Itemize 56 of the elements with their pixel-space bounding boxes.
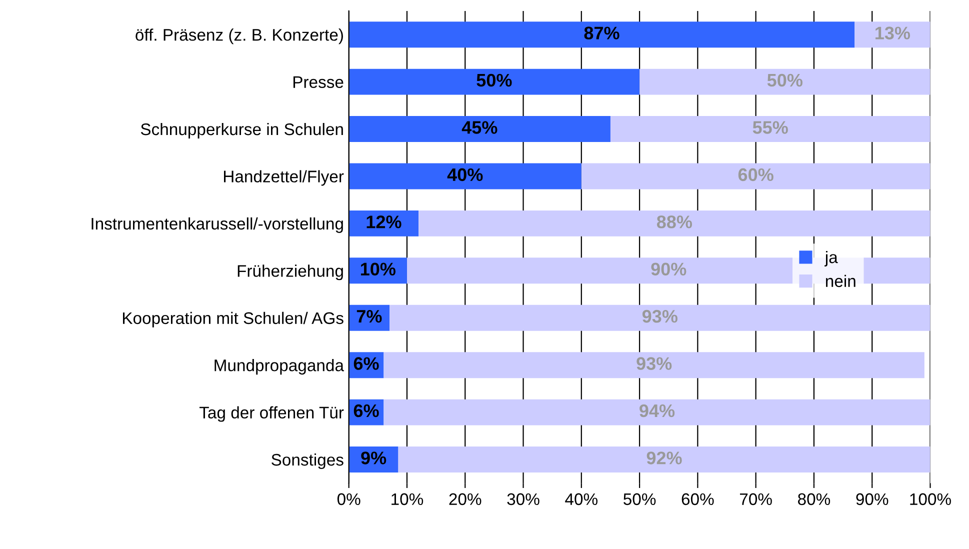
data-label: 45% <box>462 121 498 134</box>
y-tick-label: öff. Präsenz (z. B. Konzerte) <box>136 28 343 44</box>
bar <box>398 446 930 472</box>
x-tick-label: 60% <box>682 493 714 506</box>
legend-label: nein <box>826 274 856 288</box>
bar <box>418 210 930 236</box>
x-tick-label: 0% <box>337 493 360 506</box>
y-tick-label: Früherziehung <box>238 264 343 280</box>
bar <box>348 22 855 48</box>
x-tick-label: 100% <box>910 493 951 506</box>
data-label: 88% <box>656 216 692 228</box>
y-tick-label: Mundpropaganda <box>214 359 344 375</box>
bar <box>348 116 610 142</box>
data-label: 6% <box>354 404 379 418</box>
data-label: 40% <box>447 168 483 182</box>
x-tick-label: 40% <box>565 493 598 506</box>
data-label: 90% <box>651 262 686 276</box>
data-label: 13% <box>876 26 910 40</box>
x-tick-label: 10% <box>392 493 424 506</box>
y-tick-label: Kooperation mit Schulen/ AGs <box>123 312 344 328</box>
y-tick-label: Sonstiges <box>272 453 344 470</box>
data-label: 9% <box>361 452 386 464</box>
data-label: 93% <box>642 310 678 323</box>
bar <box>640 68 930 95</box>
data-label: 55% <box>752 121 788 134</box>
bar <box>384 352 924 378</box>
data-label: 12% <box>366 216 402 228</box>
bar <box>854 22 930 48</box>
data-label: 10% <box>360 262 396 276</box>
bar <box>581 163 930 190</box>
x-tick-label: 20% <box>449 493 482 506</box>
data-label: 7% <box>356 310 382 323</box>
y-tick-label: Instrumentenkarussell/-vorstellung <box>92 217 343 233</box>
x-tick-label: 50% <box>624 493 656 506</box>
data-label: 50% <box>767 74 802 87</box>
x-tick-label: 70% <box>740 493 772 506</box>
bar <box>348 68 640 95</box>
data-label: 93% <box>636 357 672 370</box>
bar <box>610 116 930 142</box>
x-tick-label: 30% <box>507 493 540 506</box>
y-tick-label: Handzettel/Flyer <box>224 170 344 186</box>
y-tick-label: Tag der offenen Tür <box>200 406 344 422</box>
y-tick-label: Schnupperkurse in Schulen <box>140 122 343 139</box>
bar <box>384 399 930 426</box>
data-label: 94% <box>640 404 675 418</box>
y-tick-label: Presse <box>293 76 344 88</box>
data-label: 60% <box>738 168 774 182</box>
data-label: 50% <box>476 74 512 87</box>
x-tick-label: 90% <box>856 493 888 506</box>
x-tick-label: 80% <box>798 493 830 506</box>
legend-label: ja <box>824 250 838 266</box>
data-label: 92% <box>646 452 682 464</box>
bar <box>348 163 582 190</box>
data-label: 6% <box>354 357 379 370</box>
bar <box>390 304 930 331</box>
data-label: 87% <box>584 26 620 40</box>
